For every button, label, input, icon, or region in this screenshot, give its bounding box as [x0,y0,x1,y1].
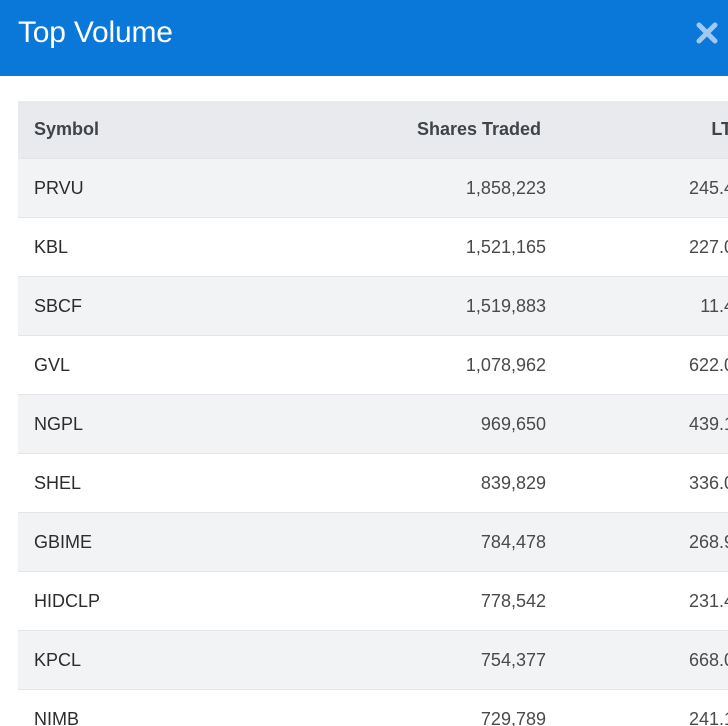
cell-ltp: 11.44 [546,276,728,336]
cell-ltp: 336.00 [546,453,728,513]
cell-ltp: 439.10 [546,394,728,454]
cell-shares-traded: 784,478 [294,512,546,572]
table-header-row: Symbol Shares Traded LTP [18,101,728,159]
cell-symbol: GBIME [18,512,294,572]
cell-symbol: SBCF [18,276,294,336]
column-header-ltp: LTP [546,101,728,159]
cell-shares-traded: 839,829 [294,453,546,513]
column-header-shares-traded: Shares Traded [294,101,546,159]
cell-shares-traded: 778,542 [294,571,546,631]
cell-ltp: 231.40 [546,571,728,631]
cell-ltp: 245.40 [546,158,728,218]
modal-header: Top Volume [0,0,728,76]
cell-shares-traded: 1,521,165 [294,217,546,277]
cell-ltp: 268.90 [546,512,728,572]
close-icon[interactable] [696,22,718,44]
table-row: SBCF 1,519,883 11.44 [18,276,728,336]
cell-symbol: KPCL [18,630,294,690]
table-row: GVL 1,078,962 622.00 [18,335,728,395]
table-row: NIMB 729,789 241.10 [18,689,728,726]
table-row: GBIME 784,478 268.90 [18,512,728,572]
cell-symbol: SHEL [18,453,294,513]
cell-symbol: NIMB [18,689,294,726]
cell-symbol: PRVU [18,158,294,218]
cell-symbol: NGPL [18,394,294,454]
cell-shares-traded: 1,078,962 [294,335,546,395]
top-volume-table-wrapper: Symbol Shares Traded LTP PRVU 1,858,223 … [18,101,728,726]
cell-ltp: 241.10 [546,689,728,726]
cell-symbol: KBL [18,217,294,277]
modal-title: Top Volume [18,16,173,49]
cell-shares-traded: 1,858,223 [294,158,546,218]
table-row: PRVU 1,858,223 245.40 [18,158,728,218]
table-row: NGPL 969,650 439.10 [18,394,728,454]
table-row: KBL 1,521,165 227.00 [18,217,728,277]
cell-ltp: 668.00 [546,630,728,690]
top-volume-table: Symbol Shares Traded LTP PRVU 1,858,223 … [18,101,728,726]
table-row: HIDCLP 778,542 231.40 [18,571,728,631]
column-header-shares-traded-label: Shares Traded [416,119,541,139]
cell-ltp: 227.00 [546,217,728,277]
table-row: KPCL 754,377 668.00 [18,630,728,690]
cell-shares-traded: 1,519,883 [294,276,546,336]
table-row: SHEL 839,829 336.00 [18,453,728,513]
cell-ltp: 622.00 [546,335,728,395]
column-header-symbol: Symbol [18,101,294,159]
cell-shares-traded: 969,650 [294,394,546,454]
table-body: PRVU 1,858,223 245.40 KBL 1,521,165 227.… [18,158,728,726]
cell-symbol: GVL [18,335,294,395]
cell-symbol: HIDCLP [18,571,294,631]
cell-shares-traded: 729,789 [294,689,546,726]
cell-shares-traded: 754,377 [294,630,546,690]
